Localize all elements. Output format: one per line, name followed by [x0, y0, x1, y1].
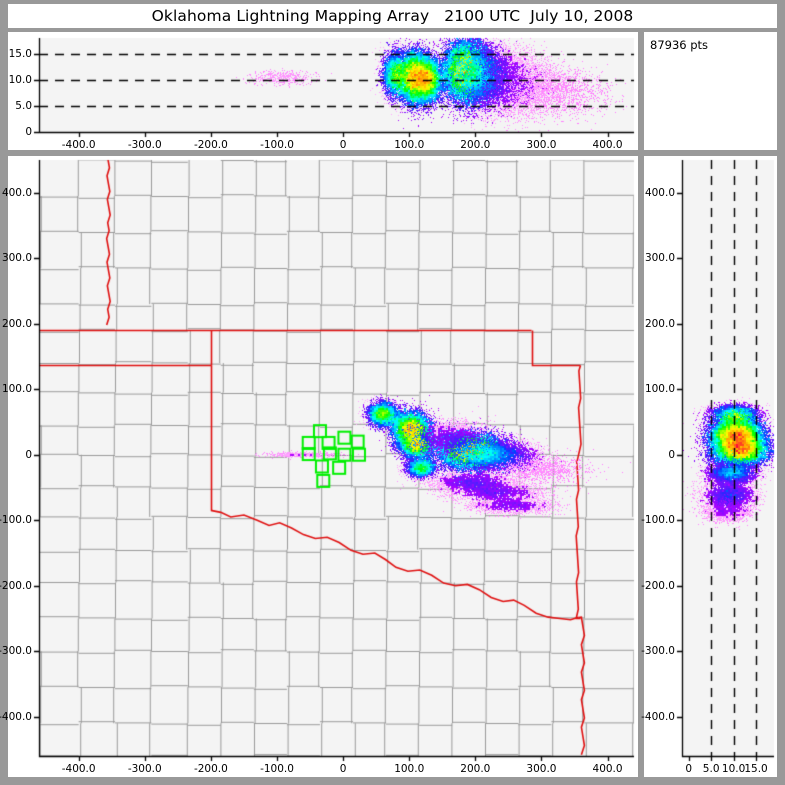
points-count-panel: 87936 pts — [644, 32, 777, 150]
x-tick-label: 200.0 — [460, 763, 491, 775]
y-tick-label: 10.0 — [8, 73, 32, 86]
y-tick-label: 15.0 — [8, 47, 32, 60]
y-tick-label: 100.0 — [644, 383, 675, 396]
top-panel-canvas — [8, 32, 638, 150]
y-tick-label: -400.0 — [0, 710, 32, 723]
x-tick-label: -100.0 — [260, 139, 294, 151]
y-tick-label: -100.0 — [0, 514, 32, 527]
x-tick-label: 100.0 — [394, 139, 425, 151]
right-altitude-panel: 0 5.0 10.0 15.0 400.0 300.0 200.0 100.0 0 -100.0 -… — [641, 156, 777, 777]
y-tick-label: -400.0 — [641, 710, 675, 723]
y-tick-label: -200.0 — [0, 579, 32, 592]
y-tick-label: 0 — [25, 126, 32, 138]
y-tick-label: 300.0 — [644, 252, 675, 265]
x-tick-label: -400.0 — [61, 139, 96, 151]
x-tick-label: 400.0 — [592, 139, 623, 151]
y-tick-label: 100.0 — [1, 383, 32, 396]
x-tick-label: 5.0 — [702, 763, 720, 775]
main-map-canvas — [8, 156, 638, 777]
y-tick-label: 0 — [668, 448, 675, 461]
x-tick-label: 200.0 — [460, 139, 491, 151]
x-tick-label: 100.0 — [394, 763, 425, 775]
y-tick-label: 300.0 — [1, 252, 32, 265]
y-tick-label: -300.0 — [641, 645, 675, 658]
x-tick-label: -200.0 — [193, 139, 228, 151]
y-tick-label: 5.0 — [15, 99, 32, 112]
y-tick-label: 400.0 — [644, 186, 675, 199]
y-tick-label: 200.0 — [644, 317, 675, 330]
y-tick-label: -200.0 — [641, 579, 675, 592]
points-count-label: 87936 pts — [650, 38, 709, 52]
x-tick-label: 15.0 — [744, 763, 768, 775]
top-altitude-panel: -400.0 -300.0 -200.0 -100.0 0 100.0 200.0 300.0… — [8, 32, 638, 151]
x-tick-label: 300.0 — [526, 763, 557, 775]
x-tick-label: 10.0 — [721, 763, 746, 775]
y-tick-label: -100.0 — [641, 514, 675, 527]
x-tick-label: 0 — [685, 763, 693, 775]
y-tick-label: 0 — [25, 448, 32, 461]
x-tick-label: 400.0 — [592, 763, 623, 775]
y-tick-label: 400.0 — [1, 186, 32, 199]
right-panel-canvas — [644, 156, 777, 777]
x-tick-label: -100.0 — [260, 763, 294, 775]
page-title: Oklahoma Lightning Mapping Array 2100 UT… — [151, 7, 634, 25]
y-tick-label: -300.0 — [0, 645, 32, 658]
main-map-panel: -400.0 -300.0 -200.0 -100.0 0 100.0 200.0 300.0… — [0, 156, 638, 777]
x-tick-label: -300.0 — [127, 139, 162, 151]
x-tick-label: 300.0 — [526, 139, 557, 151]
x-tick-label: -300.0 — [127, 763, 162, 775]
x-tick-label: 0 — [339, 763, 347, 775]
x-tick-label: -200.0 — [193, 763, 228, 775]
title-bar: Oklahoma Lightning Mapping Array 2100 UT… — [8, 4, 777, 28]
y-tick-label: 200.0 — [1, 317, 32, 330]
x-tick-label: 0 — [339, 139, 347, 151]
x-tick-label: -400.0 — [61, 763, 96, 775]
